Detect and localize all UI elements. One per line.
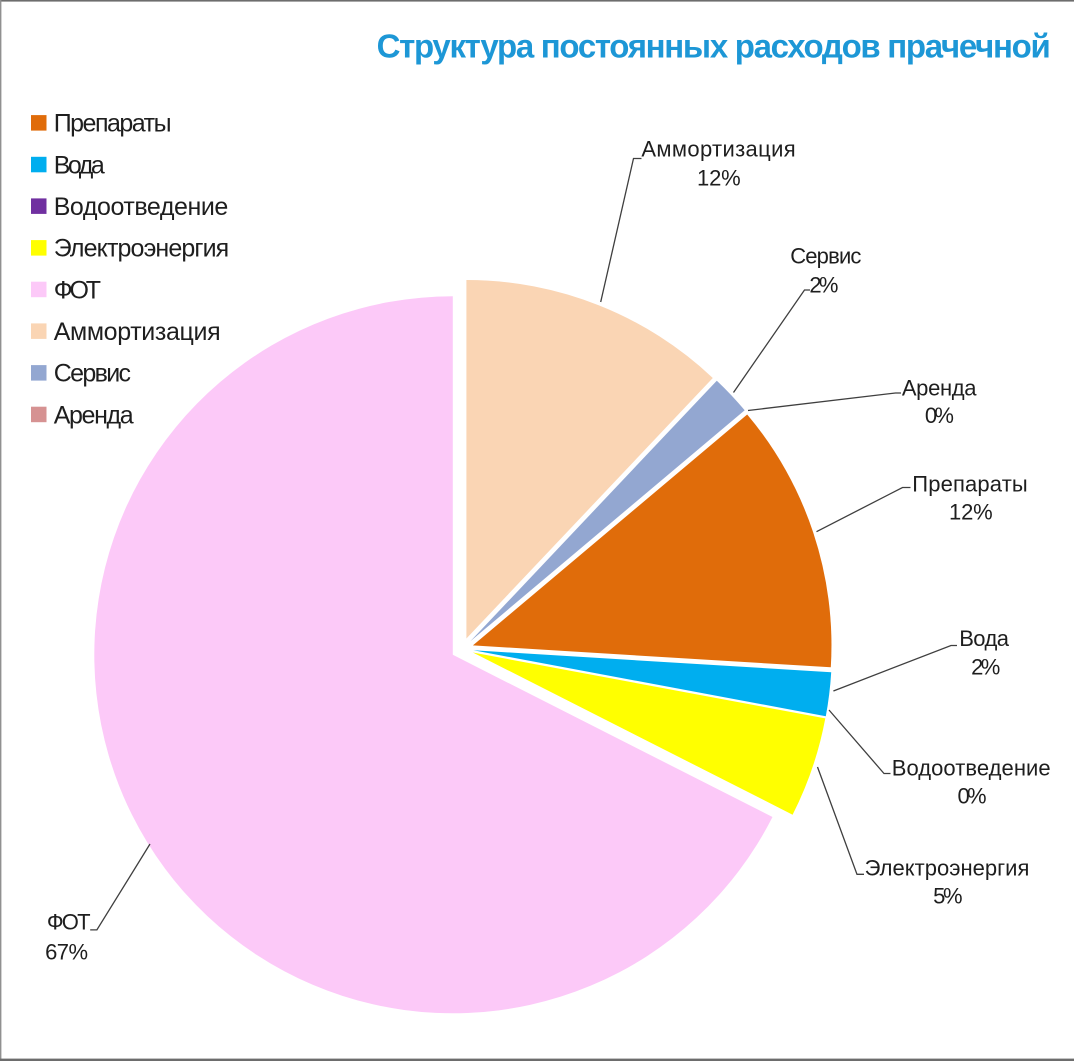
svg-text:12%: 12% xyxy=(697,166,741,191)
svg-text:Вода: Вода xyxy=(959,626,1009,651)
svg-text:Электроэнергия: Электроэнергия xyxy=(865,855,1030,880)
svg-text:2%: 2% xyxy=(971,654,1000,679)
svg-text:Вода: Вода xyxy=(54,151,105,179)
svg-text:2%: 2% xyxy=(809,273,838,298)
svg-text:Препараты: Препараты xyxy=(912,472,1028,497)
svg-text:Аренда: Аренда xyxy=(54,401,134,429)
svg-text:Водоотведение: Водоотведение xyxy=(892,756,1051,781)
svg-text:Структура постоянных расходов: Структура постоянных расходов прачечной xyxy=(377,28,1050,65)
svg-text:Электроэнергия: Электроэнергия xyxy=(54,235,229,263)
svg-text:5%: 5% xyxy=(933,883,962,908)
svg-text:ФОТ: ФОТ xyxy=(47,910,90,935)
svg-text:Сервис: Сервис xyxy=(54,360,131,388)
svg-text:12%: 12% xyxy=(949,499,993,524)
svg-text:Аммортизация: Аммортизация xyxy=(54,318,221,346)
svg-text:Препараты: Препараты xyxy=(54,110,171,138)
svg-text:0%: 0% xyxy=(958,784,986,809)
svg-text:Аренда: Аренда xyxy=(902,376,977,401)
svg-text:67%: 67% xyxy=(45,940,87,965)
svg-text:Сервис: Сервис xyxy=(790,243,861,268)
svg-text:ФОТ: ФОТ xyxy=(54,276,101,304)
svg-text:Аммортизация: Аммортизация xyxy=(641,136,796,161)
svg-text:0%: 0% xyxy=(925,403,953,428)
svg-text:Водоотведение: Водоотведение xyxy=(54,193,228,221)
